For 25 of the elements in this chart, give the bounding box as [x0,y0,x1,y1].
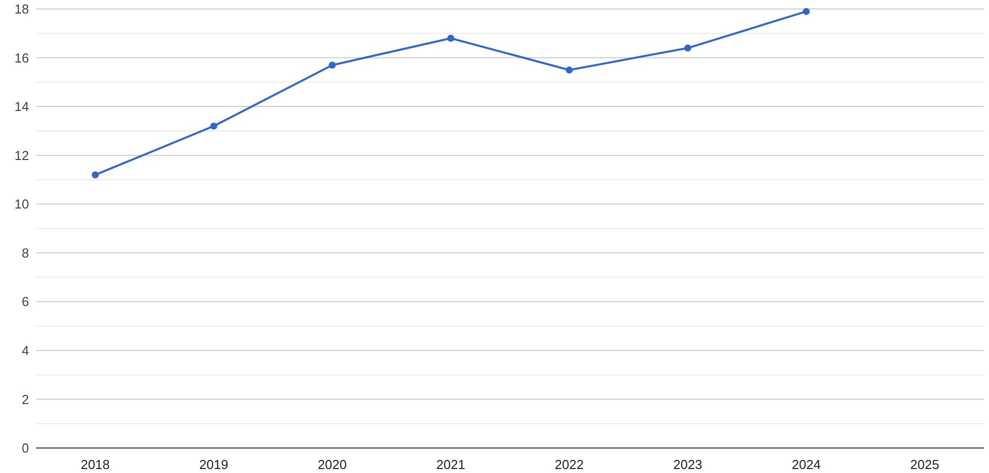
y-tick-label: 14 [14,99,29,114]
point [328,62,336,69]
y-tick-label: 18 [14,2,29,17]
y-tick-label: 8 [22,245,29,260]
x-tick-label: 2019 [199,457,228,472]
x-tick-label: 2024 [792,457,821,472]
x-tick-label: 2020 [318,457,347,472]
y-tick-label: 16 [14,50,29,66]
y-tick-label: 2 [22,392,29,407]
point [447,34,454,42]
x-tick-label: 2025 [910,457,940,472]
y-tick-label: 0 [22,440,29,456]
x-tick-label: 2021 [436,457,466,472]
point [210,122,218,130]
x-tick-label: 2022 [554,457,584,472]
y-tick-label: 10 [14,196,29,212]
y-tick-label: 6 [22,294,29,310]
point [802,8,810,15]
x-tick-label: 2023 [673,457,702,472]
point [566,66,573,74]
y-tick-label: 12 [14,148,29,163]
x-tick-label: 2018 [80,457,110,472]
point [92,171,99,178]
y-tick-label: 4 [22,342,29,358]
point [684,44,692,52]
